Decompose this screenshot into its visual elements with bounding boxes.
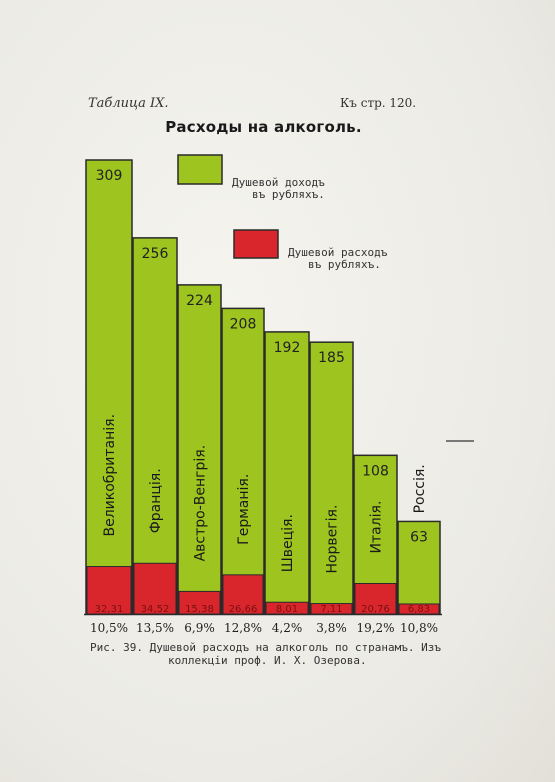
- income-value-label: 185: [318, 350, 345, 366]
- country-label: Швеція.: [280, 514, 296, 572]
- country-label: Россія.: [412, 464, 428, 513]
- percent-label: 4,2%: [272, 621, 303, 635]
- income-value-label: 192: [274, 340, 301, 356]
- income-value-label: 208: [230, 316, 257, 332]
- expense-value-label: 34,52: [141, 604, 170, 615]
- expense-value-label: 26,66: [229, 604, 258, 615]
- country-label: Франція.: [148, 468, 164, 533]
- legend-label: Душевой доходъ: [232, 176, 325, 189]
- income-bar: [85, 159, 133, 615]
- income-value-label: 63: [410, 529, 428, 545]
- country-label: Италія.: [369, 501, 385, 554]
- legend-label: Душевой расходъ: [288, 246, 388, 259]
- income-bar: [132, 237, 178, 615]
- income-value-label: 309: [96, 168, 123, 184]
- expense-value-label: 6,83: [408, 604, 430, 615]
- legend-swatch: [177, 154, 223, 185]
- legend-label-unit: въ рубляхъ.: [308, 258, 381, 271]
- expense-value-label: 15,38: [185, 604, 214, 615]
- country-label: Германія.: [236, 474, 252, 545]
- expense-value-label: 7,11: [320, 604, 342, 615]
- legend-label-unit: въ рубляхъ.: [252, 188, 325, 201]
- chart-title: Расходы на алкоголь.: [165, 118, 362, 136]
- expense-bar: [354, 582, 397, 615]
- income-bar: [221, 307, 265, 615]
- income-bar: [309, 341, 354, 615]
- figure-caption: Рис. 39. Душевой расходъ на алкоголь по …: [90, 641, 470, 667]
- country-label: Австро-Венгрія.: [193, 445, 209, 562]
- caption-line-2: коллекціи проф. И. Х. Озерова.: [168, 654, 367, 667]
- percent-label: 10,5%: [90, 621, 128, 635]
- table-label: Таблица IX.: [88, 96, 169, 111]
- expense-value-label: 8,01: [276, 604, 298, 615]
- percent-label: 12,8%: [224, 621, 262, 635]
- income-bar: [177, 284, 222, 615]
- percent-label: 13,5%: [136, 621, 174, 635]
- percent-label: 3,8%: [316, 621, 347, 635]
- income-value-label: 224: [186, 293, 213, 309]
- income-value-label: 256: [142, 246, 169, 262]
- caption-line-1: Рис. 39. Душевой расходъ на алкоголь по …: [90, 641, 441, 654]
- country-label: Великобританія.: [102, 414, 118, 537]
- expense-value-label: 32,31: [95, 604, 124, 615]
- percent-label: 10,8%: [400, 621, 438, 635]
- page-reference: Къ стр. 120.: [340, 96, 417, 110]
- expense-value-label: 20,76: [361, 604, 390, 615]
- income-value-label: 108: [362, 463, 389, 479]
- country-label: Норвегія.: [325, 505, 341, 574]
- legend-swatch: [233, 229, 279, 259]
- percent-label: 19,2%: [356, 621, 394, 635]
- percent-label: 6,9%: [184, 621, 215, 635]
